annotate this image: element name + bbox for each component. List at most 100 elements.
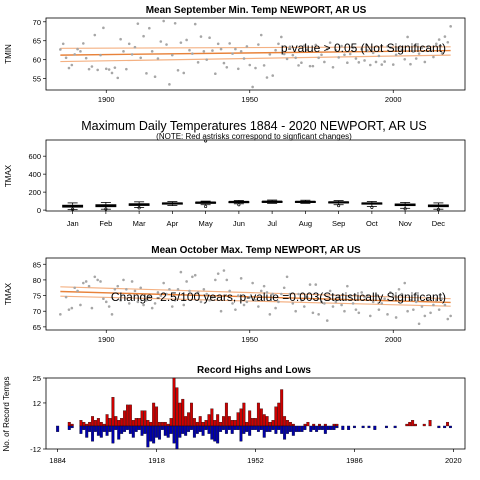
record-low-bar xyxy=(271,425,275,430)
data-point xyxy=(61,42,65,46)
data-point xyxy=(110,313,114,316)
record-high-bar xyxy=(146,420,150,427)
record-low-bar xyxy=(91,425,95,442)
data-point xyxy=(406,309,409,313)
data-point xyxy=(79,303,82,307)
data-point xyxy=(148,295,151,299)
data-point xyxy=(397,288,401,291)
panel-records: Record Highs and Lows 1884 1918 1952 1986 20… xyxy=(2,365,466,465)
record-low-bar xyxy=(352,425,356,429)
data-point xyxy=(67,66,71,70)
data-point xyxy=(414,300,418,304)
outlier-point xyxy=(237,203,241,207)
data-point xyxy=(377,308,381,311)
record-low-bar xyxy=(283,425,287,440)
record-low-bar xyxy=(251,425,255,430)
data-point xyxy=(208,36,211,40)
panel1-frame xyxy=(45,17,466,91)
record-low-bar xyxy=(120,425,124,434)
x-tick-label: 1900 xyxy=(98,95,115,104)
record-low-bar xyxy=(210,425,214,440)
data-point xyxy=(437,308,441,311)
record-low-bar xyxy=(294,425,298,432)
data-point xyxy=(96,278,99,282)
record-high-bar xyxy=(120,418,124,427)
data-point xyxy=(142,34,145,38)
data-point xyxy=(64,56,68,60)
record-high-bar xyxy=(102,423,106,427)
data-point xyxy=(239,277,243,280)
data-point xyxy=(150,306,154,310)
data-point xyxy=(432,303,435,307)
y-tick-label: -12 xyxy=(30,445,41,454)
data-point xyxy=(305,295,309,299)
data-point xyxy=(446,317,450,321)
data-point xyxy=(291,53,295,57)
record-low-bar xyxy=(265,425,269,432)
data-point xyxy=(389,46,392,49)
outlier-point xyxy=(370,205,374,209)
record-low-bar xyxy=(320,425,324,430)
data-point xyxy=(188,48,191,52)
data-point xyxy=(93,33,97,37)
data-point xyxy=(96,68,99,72)
data-point xyxy=(104,300,108,304)
record-low-bar xyxy=(131,425,135,438)
record-low-bar xyxy=(172,425,176,444)
record-low-bar xyxy=(128,425,132,434)
data-point xyxy=(70,306,74,310)
data-point xyxy=(363,59,366,62)
record-low-bar xyxy=(99,425,103,438)
record-low-bar xyxy=(88,425,92,432)
data-point xyxy=(199,300,203,304)
data-point xyxy=(139,286,143,290)
record-high-bar xyxy=(108,418,112,427)
data-point xyxy=(300,61,303,65)
record-high-bar xyxy=(233,420,237,427)
data-point xyxy=(271,74,275,77)
data-point xyxy=(403,58,407,61)
trend-line xyxy=(60,290,451,304)
data-point xyxy=(288,45,292,49)
record-low-bar xyxy=(230,425,234,434)
record-high-bar xyxy=(222,416,225,427)
record-high-bar xyxy=(99,421,103,427)
record-high-bar xyxy=(254,418,257,427)
record-high-bar xyxy=(245,421,249,427)
data-point xyxy=(162,281,165,285)
record-high-bar xyxy=(111,397,115,427)
month-label: Jan xyxy=(67,219,79,228)
data-point xyxy=(202,288,206,291)
data-point xyxy=(386,313,389,316)
data-point xyxy=(429,49,432,52)
month-label: Jul xyxy=(267,219,277,228)
data-point xyxy=(325,319,329,322)
data-point xyxy=(391,63,395,66)
data-point xyxy=(406,35,409,39)
record-low-bar xyxy=(195,425,199,434)
record-low-bar xyxy=(300,425,304,432)
record-high-bar xyxy=(323,423,327,427)
data-point xyxy=(308,64,312,68)
data-point xyxy=(271,292,275,296)
data-point xyxy=(191,52,194,55)
data-point xyxy=(73,286,76,290)
record-low-bar xyxy=(242,425,246,434)
data-point xyxy=(368,314,372,318)
data-point xyxy=(142,303,145,307)
data-point xyxy=(323,302,326,305)
data-point xyxy=(130,280,134,283)
record-high-bar xyxy=(236,412,240,427)
data-point xyxy=(360,291,363,294)
data-point xyxy=(400,292,404,296)
y-tick-label: 400 xyxy=(28,170,41,179)
y-tick-label: 200 xyxy=(28,188,41,197)
record-high-bar xyxy=(88,421,92,427)
data-point xyxy=(302,305,306,308)
data-point xyxy=(188,289,191,293)
data-point xyxy=(348,52,352,56)
data-point xyxy=(334,300,338,304)
data-point xyxy=(360,47,363,51)
record-high-bar xyxy=(230,420,234,427)
